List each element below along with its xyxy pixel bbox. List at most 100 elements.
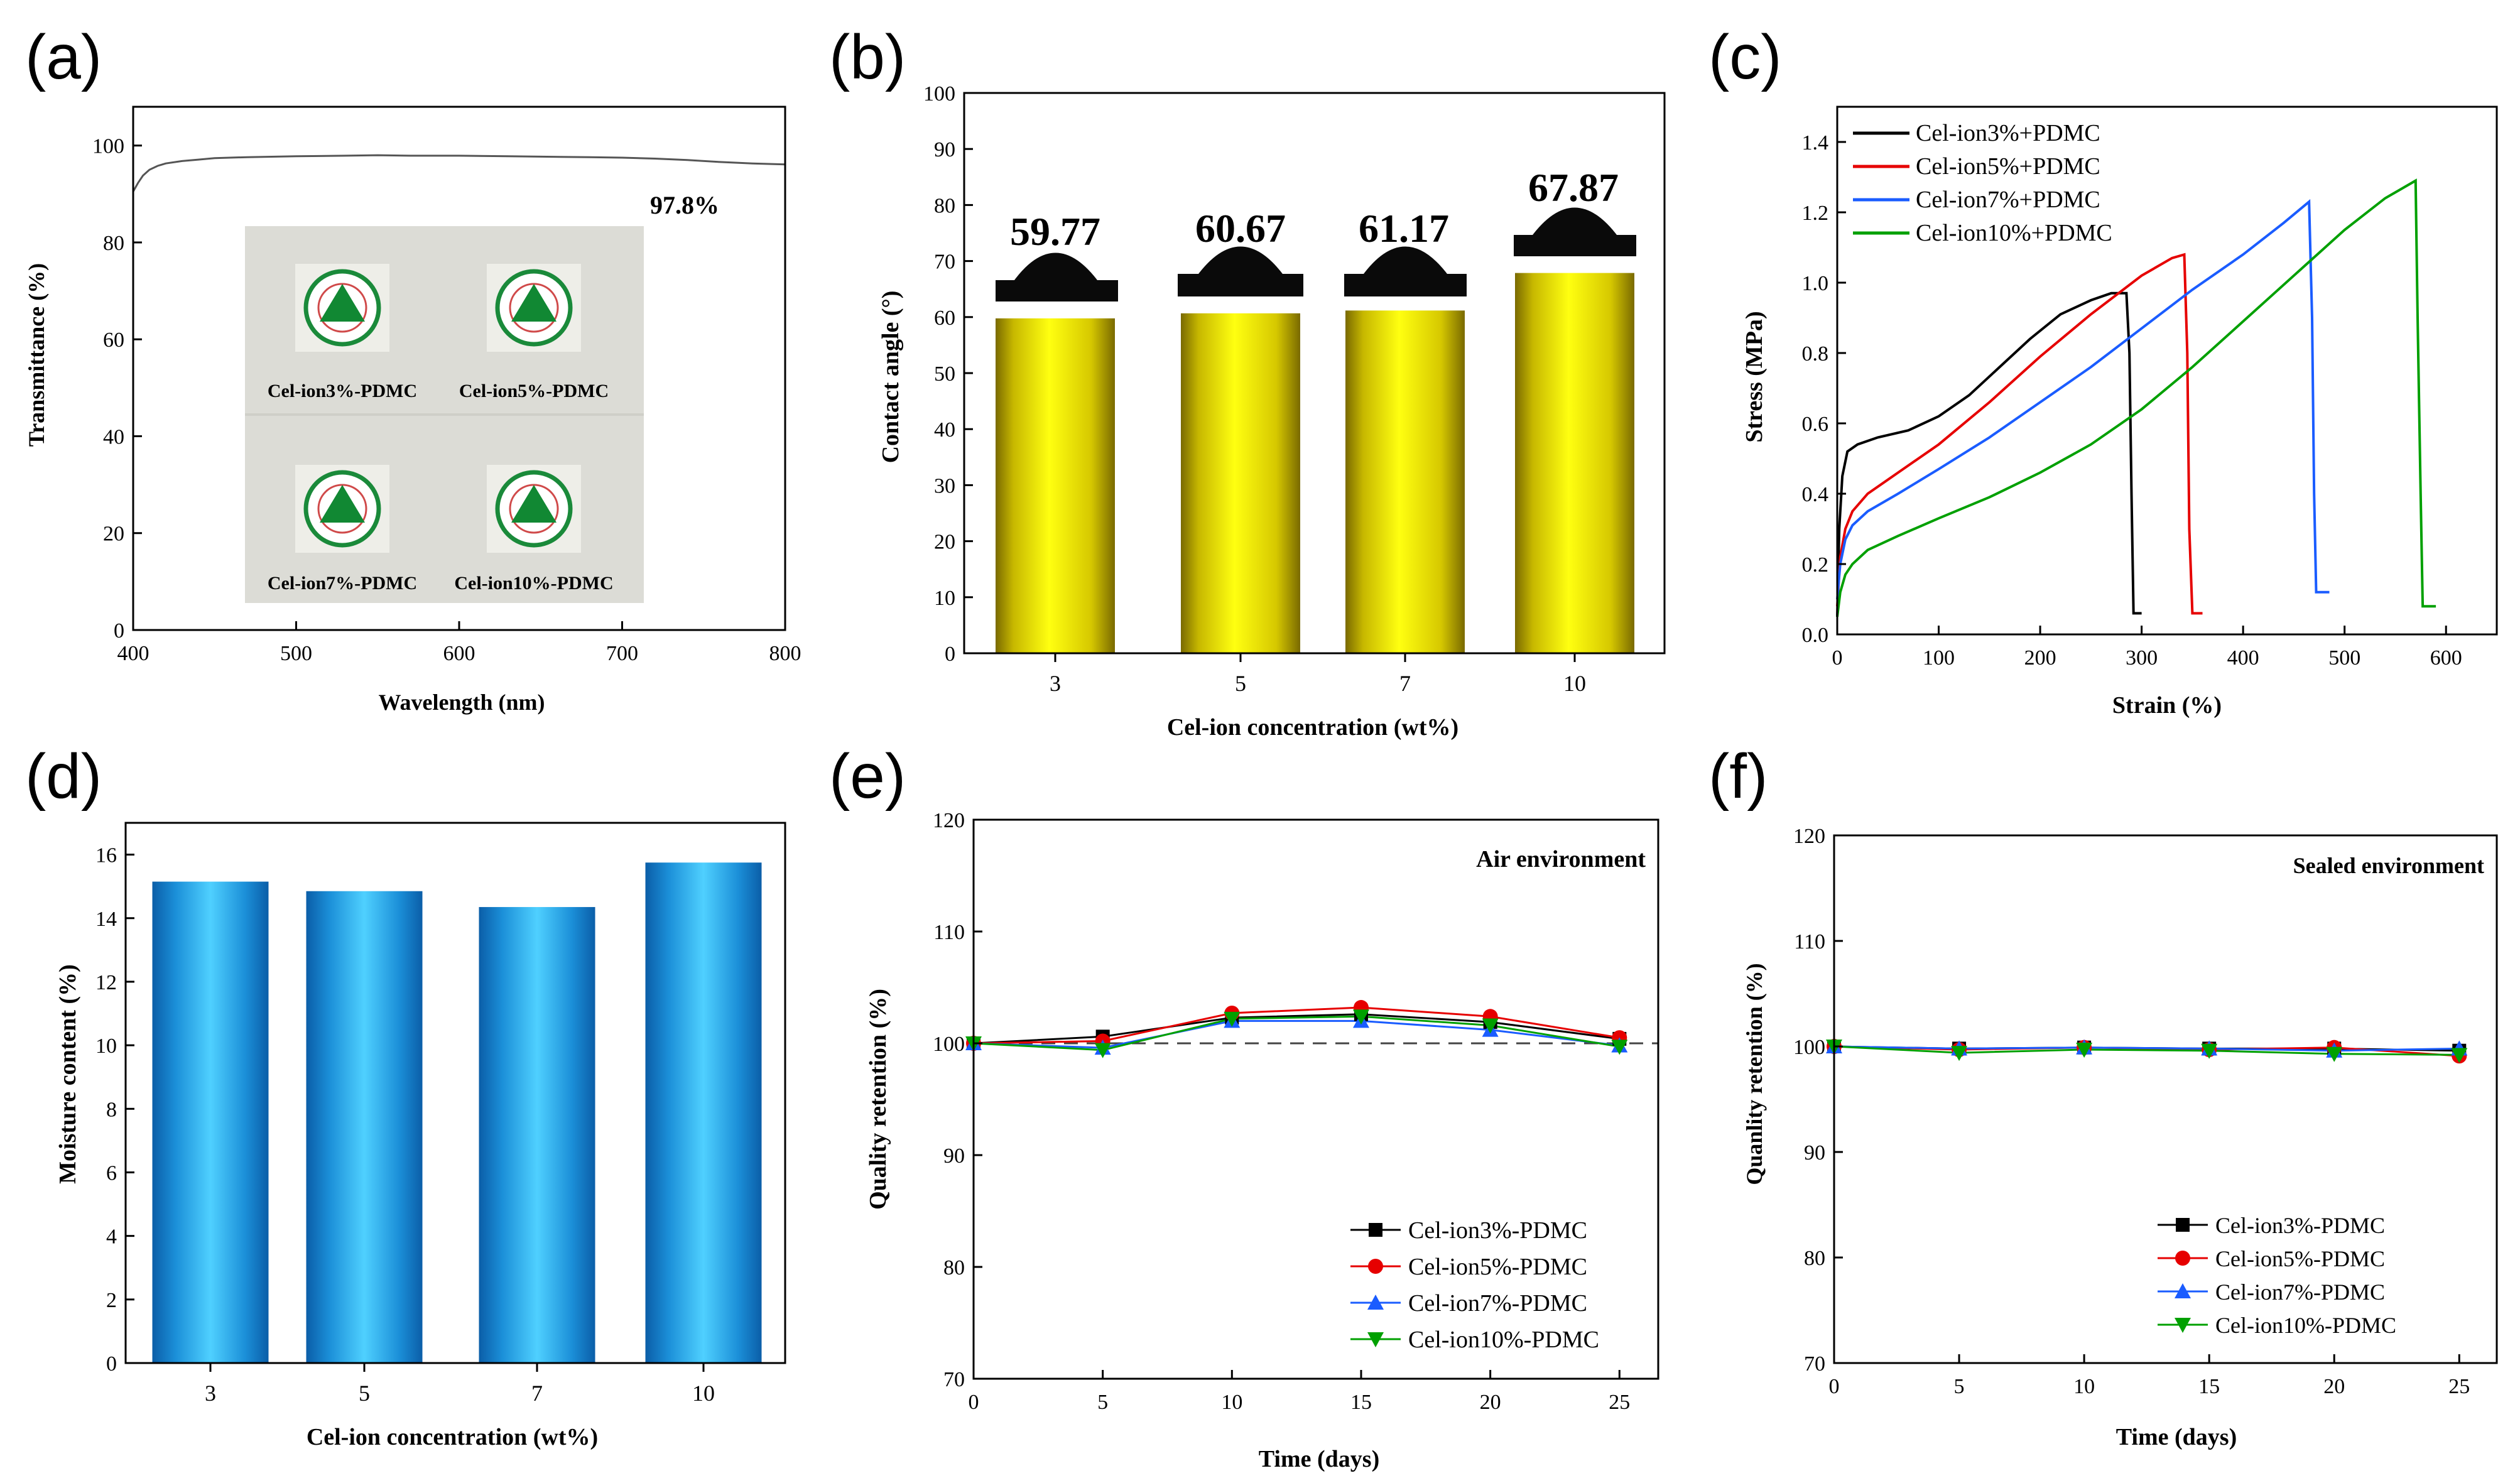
bar-d-10	[645, 862, 762, 1363]
d-y-tick-label: 10	[95, 1035, 117, 1058]
x-axis-label-b: Cel-ion concentration (wt%)	[1167, 714, 1458, 741]
a-y-tick-label: 100	[92, 135, 124, 158]
legend-marker-4	[1367, 1332, 1384, 1347]
logo-badge-3	[295, 465, 389, 553]
plot-layer-e	[965, 1000, 1658, 1058]
plot-layer-f	[1826, 1038, 2468, 1064]
legend-marker-3	[1367, 1295, 1384, 1310]
data-point-s4	[1611, 1040, 1628, 1055]
c-x-tick-label: 500	[2328, 646, 2360, 670]
series-line-1	[973, 1013, 1620, 1045]
x-axis-label-a: Wavelength (nm)	[379, 690, 545, 715]
title-sealed-environment: Sealed environment	[2293, 853, 2484, 878]
series-line-3	[973, 1019, 1620, 1049]
annotation-97-8: 97.8%	[650, 191, 719, 219]
f-y-tick-label: 110	[1794, 930, 1825, 953]
legend-label-2: Cel-ion5%-PDMC	[2215, 1246, 2385, 1271]
e-y-tick-label: 70	[943, 1368, 965, 1391]
legend-c: Cel-ion3%+PDMC Cel-ion5%+PDMC Cel-ion7%+…	[1853, 120, 2112, 246]
a-x-tick-label: 600	[443, 642, 475, 665]
legend-c-label-2: Cel-ion5%+PDMC	[1916, 153, 2100, 180]
f-x-tick-label: 10	[2073, 1375, 2095, 1398]
legend-label-1: Cel-ion3%-PDMC	[1408, 1217, 1587, 1244]
data-point-s4	[1482, 1018, 1499, 1034]
value-label-60-67: 60.67	[1195, 206, 1286, 251]
transmittance-curve-layer	[132, 154, 786, 192]
c-x-tick-label: 0	[1832, 646, 1843, 670]
c-x-tick-label: 200	[2024, 646, 2056, 670]
data-point-s4	[2451, 1048, 2468, 1063]
f-plot-frame	[1833, 834, 2498, 1364]
b-x-tick-label: 7	[1399, 671, 1411, 696]
x-axis-label-f: Time (days)	[2116, 1424, 2237, 1450]
panel-a: (a)	[24, 22, 801, 715]
c-x-tick-label: 400	[2227, 646, 2259, 670]
c-y-tick-label: 0.2	[1802, 553, 1829, 577]
f-y-tick-label: 120	[1793, 825, 1825, 848]
legend-marker-2	[1368, 1259, 1383, 1274]
b-y-tick-label: 90	[934, 138, 955, 161]
e-y-tick-label: 90	[943, 1144, 965, 1168]
bar-d-7	[479, 907, 595, 1363]
axes-d: 0 2 4 6 8 10 12 14 16 3 5 7 10	[95, 822, 786, 1406]
y-axis-label-c: Stress (MPa)	[1741, 311, 1768, 442]
inset-label-2: Cel-ion5%-PDMC	[459, 381, 609, 401]
series-line-3	[1833, 1045, 2460, 1052]
d-y-tick-label: 8	[106, 1098, 117, 1121]
y-axis-label-b: Contact angle (°)	[877, 291, 904, 464]
b-x-tick-label: 3	[1050, 671, 1061, 696]
f-x-tick-label: 5	[1954, 1375, 1965, 1398]
panel-label-d: (d)	[25, 741, 102, 812]
data-point-s4	[1224, 1011, 1241, 1027]
transmittance-line	[132, 154, 786, 192]
axes-c: 0.0 0.2 0.4 0.6 0.8 1.0 1.2 1.4 0 100 200 300 400 500…	[1802, 106, 2498, 670]
axes-e: 70 80 90 100 110 120 0 5 10 15 20 25	[933, 809, 1659, 1414]
value-label-59-77: 59.77	[1010, 209, 1100, 254]
e-y-tick-label: 100	[933, 1033, 965, 1056]
b-y-tick-label: 20	[934, 531, 955, 554]
e-x-tick-label: 10	[1221, 1391, 1242, 1414]
d-y-tick-label: 14	[95, 908, 117, 931]
series-line-2	[973, 1006, 1620, 1045]
b-y-tick-label: 0	[945, 643, 955, 666]
bar-b-7	[1345, 310, 1465, 653]
droplet-icon-1	[996, 253, 1118, 301]
bar-d-5	[306, 891, 423, 1363]
c-y-tick-label: 1.2	[1802, 202, 1829, 225]
panel-d: (d) 0 2 4 6 8 10 12 14 16 3 5 7 10 Cel-ion concentra…	[25, 741, 786, 1450]
stress-line-2	[1836, 253, 2203, 615]
panel-label-f: (f)	[1708, 741, 1768, 812]
c-y-tick-label: 0.8	[1802, 342, 1829, 366]
panel-label-e: (e)	[829, 741, 906, 812]
bar-b-3	[996, 318, 1115, 654]
b-y-tick-label: 80	[934, 194, 955, 217]
panel-label-b: (b)	[829, 22, 906, 92]
b-y-tick-label: 40	[934, 418, 955, 442]
stress-line-4	[1836, 178, 2436, 617]
f-x-tick-label: 20	[2323, 1375, 2345, 1398]
c-y-tick-label: 0.0	[1802, 624, 1829, 647]
bar-b-10	[1515, 273, 1634, 653]
axes-f: 70 80 90 100 110 120 0 5 10 15 20 25	[1793, 825, 2498, 1398]
legend-label-4: Cel-ion10%-PDMC	[2215, 1313, 2396, 1338]
legend-marker-4	[2175, 1318, 2191, 1333]
legend-f: Cel-ion3%-PDMC Cel-ion5%-PDMC Cel-ion7%-PD…	[2158, 1213, 2396, 1338]
bar-layer-d	[152, 862, 762, 1363]
c-y-tick-label: 0.4	[1802, 483, 1829, 506]
f-y-tick-label: 70	[1804, 1352, 1825, 1376]
data-point-s4	[1352, 1009, 1369, 1025]
a-y-tick-label: 40	[103, 425, 124, 448]
legend-marker-3	[2175, 1283, 2191, 1298]
data-point-s4	[2076, 1043, 2093, 1058]
f-y-tick-label: 90	[1804, 1141, 1825, 1165]
f-x-tick-label: 25	[2448, 1375, 2470, 1398]
a-x-tick-label: 500	[280, 642, 312, 665]
d-y-tick-label: 12	[95, 971, 117, 994]
c-y-tick-label: 1.4	[1802, 131, 1829, 155]
legend-label-1: Cel-ion3%-PDMC	[2215, 1213, 2385, 1238]
legend-label-3: Cel-ion7%-PDMC	[1408, 1290, 1587, 1317]
a-y-tick-label: 60	[103, 329, 124, 352]
d-y-tick-label: 2	[106, 1289, 117, 1312]
d-y-tick-label: 16	[95, 844, 117, 867]
d-x-tick-label: 3	[205, 1381, 216, 1406]
